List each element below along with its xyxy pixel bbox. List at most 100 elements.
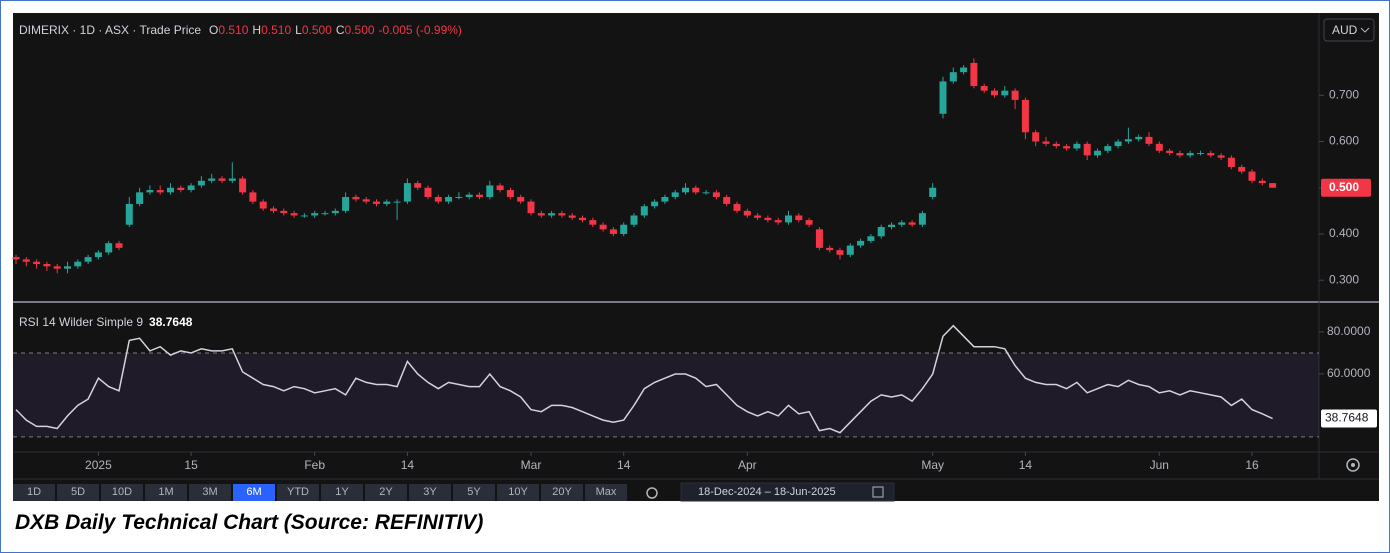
toolbar-settings-icon[interactable] xyxy=(646,487,658,499)
last-price-box xyxy=(1321,178,1371,197)
x-tick-label: 2025 xyxy=(85,458,112,472)
candle-body xyxy=(239,178,247,193)
x-tick-label: 14 xyxy=(617,458,631,472)
candle-body xyxy=(486,185,494,197)
candle-body xyxy=(733,203,741,211)
candle-body xyxy=(331,210,339,214)
range-button[interactable]: 3M xyxy=(189,484,231,501)
candle-body xyxy=(74,261,82,267)
candle-body xyxy=(1001,90,1009,96)
candle-body xyxy=(383,201,391,204)
candle-body xyxy=(228,178,236,181)
candle-body xyxy=(1042,141,1050,144)
candle-body xyxy=(311,213,319,216)
candle-body xyxy=(125,203,133,225)
y-tick-label: 0.600 xyxy=(1329,134,1359,148)
candle-body xyxy=(1155,143,1163,151)
candle-body xyxy=(785,215,792,223)
candle-body xyxy=(918,213,926,225)
change: -0.005 (-0.99%) xyxy=(378,23,462,37)
candle-body xyxy=(218,178,226,181)
range-button[interactable]: 5Y xyxy=(453,484,495,501)
candle-body xyxy=(949,72,957,82)
ohlc-value: 0.510 xyxy=(261,23,292,37)
range-button[interactable]: 1D xyxy=(13,484,55,501)
candle-body xyxy=(661,196,669,202)
candle-body xyxy=(496,185,504,191)
range-button[interactable]: 6M xyxy=(233,484,275,501)
candle-body xyxy=(640,206,648,216)
candle-body xyxy=(1063,146,1071,149)
candle-body xyxy=(630,215,638,225)
y-tick-label: 0.300 xyxy=(1329,272,1359,286)
range-button[interactable]: 3Y xyxy=(409,484,451,501)
candle-body xyxy=(1227,157,1235,167)
candle-body xyxy=(888,224,895,228)
caption: DXB Daily Technical Chart (Source: REFIN… xyxy=(15,511,484,534)
ohlc-key: H xyxy=(252,23,262,37)
candle-body xyxy=(991,90,998,96)
x-tick-label: May xyxy=(921,458,944,472)
x-tick-label: Feb xyxy=(304,458,325,472)
symbol: DIMERIX · 1D · ASX · Trade Price xyxy=(19,23,202,37)
candle-body xyxy=(867,236,875,241)
y-tick-label: 0.400 xyxy=(1329,226,1359,240)
candle-body xyxy=(506,190,514,197)
date-range[interactable]: 18-Dec-2024 – 18-Jun-2025 xyxy=(698,486,836,498)
candle-body xyxy=(22,259,30,262)
candle-body xyxy=(712,192,720,197)
ohlc-key: L xyxy=(295,23,302,37)
y-tick-label: 60.0000 xyxy=(1327,366,1371,380)
ohlc-value: 0.500 xyxy=(344,23,375,37)
candle-body xyxy=(609,229,617,234)
y-tick-label: 0.700 xyxy=(1329,87,1359,101)
date-range-box[interactable] xyxy=(680,482,895,502)
candle-body xyxy=(321,213,329,215)
range-button[interactable]: 1M xyxy=(145,484,187,501)
candle-body xyxy=(373,201,380,204)
settings-icon-dot xyxy=(1351,463,1355,467)
candle-body xyxy=(960,67,968,73)
range-button[interactable]: YTD xyxy=(277,484,319,501)
candle-body xyxy=(424,187,432,197)
currency: AUD xyxy=(1332,23,1358,37)
candle-body xyxy=(1238,166,1246,172)
candle-body xyxy=(1217,155,1225,158)
x-tick-label: Apr xyxy=(738,458,757,472)
candle-body xyxy=(1083,143,1091,156)
range-button[interactable]: 1Y xyxy=(321,484,363,501)
range-button[interactable]: 2Y xyxy=(365,484,407,501)
settings-icon[interactable] xyxy=(1346,458,1360,472)
candle-body xyxy=(1207,153,1215,156)
range-button[interactable]: 5D xyxy=(57,484,99,501)
last-rsi-label: 38.7648 xyxy=(1325,411,1369,425)
candle-body xyxy=(1011,90,1019,100)
candle-body xyxy=(579,217,586,221)
candle-body xyxy=(805,220,813,225)
last-rsi-box xyxy=(1321,409,1377,428)
candle-body xyxy=(764,217,772,221)
candle-body xyxy=(465,194,473,197)
candle-body xyxy=(445,196,453,202)
candle-body xyxy=(455,196,463,198)
candle-body xyxy=(300,215,308,217)
range-button[interactable]: 10Y xyxy=(497,484,539,501)
ohlc-key: C xyxy=(335,23,345,37)
candle-body xyxy=(939,81,947,114)
candle-body xyxy=(774,220,782,223)
last-price-label: 0.500 xyxy=(1329,180,1359,194)
candle-body xyxy=(393,201,401,203)
candle-body xyxy=(84,257,92,262)
rsi-line xyxy=(15,324,1273,434)
candle-body xyxy=(270,208,277,211)
range-button[interactable]: 10D xyxy=(101,484,143,501)
currency-box[interactable] xyxy=(1323,18,1375,42)
candle-body xyxy=(1094,150,1101,156)
rsi-header: RSI 14 Wilder Simple 9 38.7648 xyxy=(19,315,192,329)
candle-body xyxy=(342,196,350,211)
range-button[interactable]: Max xyxy=(585,484,627,501)
candle-body xyxy=(754,215,762,218)
y-tick-label: 80.0000 xyxy=(1327,324,1371,338)
range-button[interactable]: 20Y xyxy=(541,484,583,501)
